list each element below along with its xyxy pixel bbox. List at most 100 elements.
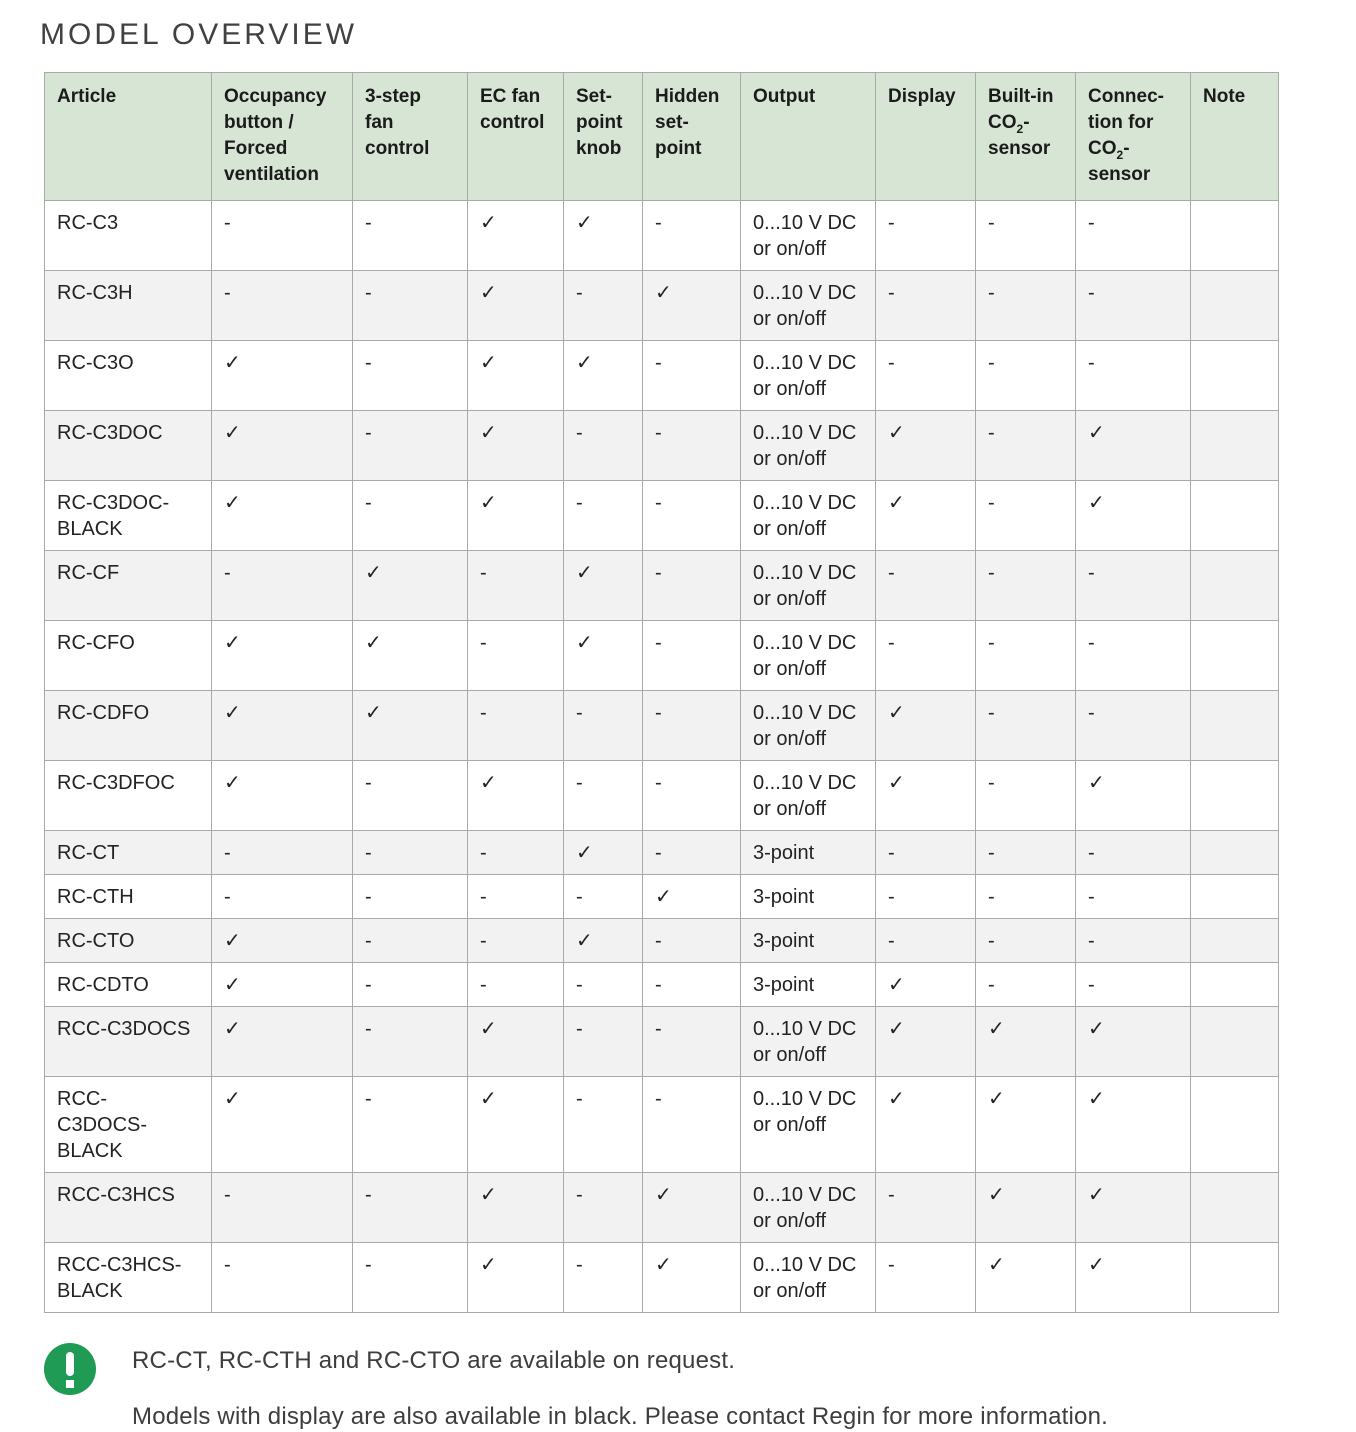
cell-occupancy-forced-ventilation: - <box>211 270 353 341</box>
cell-occupancy-forced-ventilation: ✓ <box>211 962 353 1007</box>
cell-hidden-setpoint: - <box>642 1006 741 1077</box>
cell-occupancy-forced-ventilation: ✓ <box>211 410 353 481</box>
cell-occupancy-forced-ventilation: ✓ <box>211 760 353 831</box>
cell-hidden-setpoint: ✓ <box>642 270 741 341</box>
table-header: Article Occupancy button / Forced ventil… <box>44 72 1279 201</box>
cell-output: 0...10 V DC or on/off <box>740 480 876 551</box>
cell-built-in-co2-sensor: - <box>975 620 1076 691</box>
cell-setpoint-knob: - <box>563 410 643 481</box>
cell-built-in-co2-sensor: - <box>975 962 1076 1007</box>
cell-occupancy-forced-ventilation: ✓ <box>211 620 353 691</box>
table-row: RC-C3DOC ✓ - ✓ - -0...10 V DC or on/off ✓ - ✓ <box>44 410 1279 481</box>
cell-connection-co2-sensor: ✓ <box>1075 480 1191 551</box>
cell-article: RC-CTH <box>44 874 212 919</box>
table-row: RC-C3H - - ✓ - ✓ 0...10 V DC or on/off - - - <box>44 270 1279 341</box>
cell-three-step-fan-control: - <box>352 200 468 271</box>
cell-connection-co2-sensor: - <box>1075 270 1191 341</box>
cell-three-step-fan-control: - <box>352 1006 468 1077</box>
cell-display: ✓ <box>875 760 976 831</box>
cell-display: - <box>875 340 976 411</box>
cell-hidden-setpoint: ✓ <box>642 874 741 919</box>
cell-ec-fan-control: ✓ <box>467 410 564 481</box>
cell-article: RC-CTO <box>44 918 212 963</box>
cell-connection-co2-sensor: - <box>1075 918 1191 963</box>
table-row: RC-CFO ✓ ✓ - ✓ -0...10 V DC or on/off - - - <box>44 620 1279 691</box>
cell-ec-fan-control: - <box>467 962 564 1007</box>
cell-three-step-fan-control: - <box>352 1172 468 1243</box>
cell-note <box>1190 1172 1279 1243</box>
cell-occupancy-forced-ventilation: - <box>211 200 353 271</box>
cell-article: RCC- C3DOCS- BLACK <box>44 1076 212 1173</box>
col-header-connection-co2-sensor: Connec-tion for CO2- sensor <box>1075 72 1191 201</box>
cell-article: RC-CT <box>44 830 212 875</box>
cell-three-step-fan-control: - <box>352 962 468 1007</box>
cell-built-in-co2-sensor: - <box>975 410 1076 481</box>
col-header-display: Display <box>875 72 976 201</box>
cell-built-in-co2-sensor: - <box>975 550 1076 621</box>
note-line-1: RC-CT, RC-CTH and RC-CTO are available o… <box>132 1347 736 1374</box>
cell-article: RCC-C3HCS <box>44 1172 212 1243</box>
cell-occupancy-forced-ventilation: ✓ <box>211 1076 353 1173</box>
cell-note <box>1190 760 1279 831</box>
cell-ec-fan-control: ✓ <box>467 480 564 551</box>
table-row: RCC-C3DOCS ✓ - ✓ - -0...10 V DC or on/off ✓ ✓ ✓ <box>44 1006 1279 1077</box>
cell-occupancy-forced-ventilation: ✓ <box>211 1006 353 1077</box>
cell-ec-fan-control: - <box>467 918 564 963</box>
cell-occupancy-forced-ventilation: - <box>211 550 353 621</box>
cell-connection-co2-sensor: - <box>1075 200 1191 271</box>
cell-setpoint-knob: ✓ <box>563 620 643 691</box>
cell-occupancy-forced-ventilation: - <box>211 830 353 875</box>
cell-connection-co2-sensor: - <box>1075 830 1191 875</box>
cell-setpoint-knob: - <box>563 760 643 831</box>
cell-article: RC-CFO <box>44 620 212 691</box>
page-title: MODEL OVERVIEW <box>40 18 358 51</box>
table-row: RCC- C3DOCS- BLACK ✓ - ✓ - -0...10 V DC or on… <box>44 1076 1279 1173</box>
cell-setpoint-knob: - <box>563 270 643 341</box>
cell-display: - <box>875 830 976 875</box>
cell-ec-fan-control: - <box>467 874 564 919</box>
cell-output: 0...10 V DC or on/off <box>740 690 876 761</box>
cell-output: 3-point <box>740 874 876 919</box>
cell-setpoint-knob: - <box>563 1076 643 1173</box>
cell-display: ✓ <box>875 410 976 481</box>
cell-setpoint-knob: - <box>563 1242 643 1313</box>
cell-display: ✓ <box>875 690 976 761</box>
cell-connection-co2-sensor: - <box>1075 620 1191 691</box>
cell-output: 0...10 V DC or on/off <box>740 1076 876 1173</box>
cell-built-in-co2-sensor: - <box>975 760 1076 831</box>
exclamation-icon <box>44 1343 96 1395</box>
footer-note: RC-CT, RC-CTH and RC-CTO are available o… <box>44 1343 1356 1432</box>
cell-output: 0...10 V DC or on/off <box>740 1172 876 1243</box>
cell-output: 0...10 V DC or on/off <box>740 340 876 411</box>
cell-setpoint-knob: - <box>563 1006 643 1077</box>
cell-output: 3-point <box>740 918 876 963</box>
cell-occupancy-forced-ventilation: ✓ <box>211 918 353 963</box>
cell-connection-co2-sensor: ✓ <box>1075 1076 1191 1173</box>
co2-subscript: 2 <box>1116 147 1124 162</box>
cell-display: - <box>875 270 976 341</box>
cell-setpoint-knob: - <box>563 690 643 761</box>
cell-note <box>1190 1076 1279 1173</box>
col-header-hidden-setpoint: Hidden set- point <box>642 72 741 201</box>
cell-ec-fan-control: ✓ <box>467 1242 564 1313</box>
cell-ec-fan-control: ✓ <box>467 1172 564 1243</box>
col-header-built-in-co2-sensor: Built-in CO2- sensor <box>975 72 1076 201</box>
cell-note <box>1190 550 1279 621</box>
cell-hidden-setpoint: - <box>642 480 741 551</box>
cell-occupancy-forced-ventilation: - <box>211 1172 353 1243</box>
cell-article: RCC-C3HCS- BLACK <box>44 1242 212 1313</box>
cell-note <box>1190 620 1279 691</box>
cell-hidden-setpoint: - <box>642 340 741 411</box>
cell-three-step-fan-control: - <box>352 874 468 919</box>
cell-hidden-setpoint: - <box>642 620 741 691</box>
cell-ec-fan-control: ✓ <box>467 340 564 411</box>
cell-note <box>1190 200 1279 271</box>
table-row: RC-C3DOC- BLACK ✓ - ✓ - -0...10 V DC or on/of… <box>44 480 1279 551</box>
cell-display: - <box>875 550 976 621</box>
cell-ec-fan-control: ✓ <box>467 200 564 271</box>
cell-built-in-co2-sensor: - <box>975 270 1076 341</box>
cell-built-in-co2-sensor: ✓ <box>975 1242 1076 1313</box>
cell-connection-co2-sensor: ✓ <box>1075 1172 1191 1243</box>
cell-built-in-co2-sensor: - <box>975 200 1076 271</box>
table-row: RCC-C3HCS - - ✓ - ✓ 0...10 V DC or on/off - ✓ ✓ <box>44 1172 1279 1243</box>
